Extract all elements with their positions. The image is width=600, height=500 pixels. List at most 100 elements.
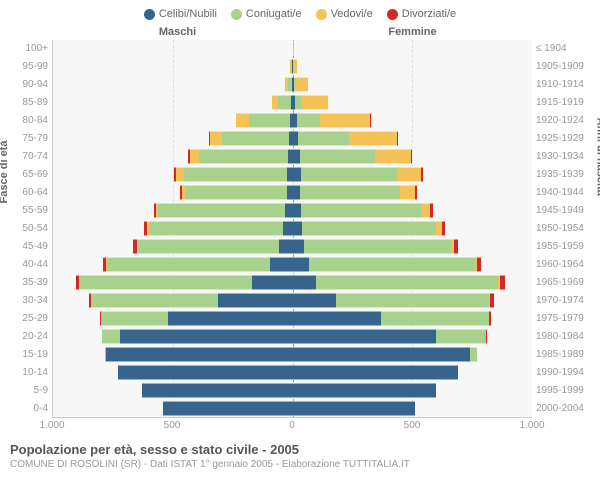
- segment: [236, 113, 249, 128]
- male-bar: [53, 76, 293, 94]
- pyramid-row: [53, 130, 532, 148]
- pyramid-row: [53, 112, 532, 130]
- y-axis-title-right: Anni di nascita: [594, 118, 600, 196]
- birth-year-label: 1960-1964: [536, 256, 584, 274]
- age-label: 65-69: [22, 166, 48, 184]
- male-bar: [53, 220, 293, 238]
- segment: [199, 149, 288, 164]
- segment: [320, 113, 370, 128]
- male-bar: [53, 148, 293, 166]
- female-bar: [293, 130, 533, 148]
- male-bar: [53, 94, 293, 112]
- legend-label: Coniugati/e: [246, 8, 302, 20]
- segment: [300, 185, 401, 200]
- segment: [79, 275, 251, 290]
- x-tick-label: 500: [164, 420, 181, 431]
- pyramid-row: [53, 202, 532, 220]
- segment: [278, 95, 291, 110]
- age-label: 85-89: [22, 94, 48, 112]
- female-bar: [293, 256, 533, 274]
- age-label: 0-4: [34, 400, 48, 418]
- segment: [218, 293, 292, 308]
- segment: [285, 203, 292, 218]
- legend-item: Coniugati/e: [231, 8, 302, 20]
- legend-label: Celibi/Nubili: [159, 8, 217, 20]
- birth-year-label: 1925-1929: [536, 130, 584, 148]
- segment: [397, 131, 398, 146]
- chart-footer: Popolazione per età, sesso e stato civil…: [10, 442, 590, 470]
- segment: [293, 347, 470, 362]
- female-bar: [293, 76, 533, 94]
- age-label: 30-34: [22, 292, 48, 310]
- female-bar: [293, 148, 533, 166]
- female-bar: [293, 58, 533, 76]
- age-label: 5-9: [34, 382, 48, 400]
- segment: [118, 365, 293, 380]
- male-bar: [53, 238, 293, 256]
- segment: [400, 185, 414, 200]
- birth-year-label: 1905-1909: [536, 58, 584, 76]
- segment: [101, 311, 168, 326]
- segment: [442, 221, 445, 236]
- female-bar: [293, 166, 533, 184]
- header-female: Femmine: [295, 26, 530, 38]
- birth-year-label: 1995-1999: [536, 382, 584, 400]
- pyramid-row: [53, 76, 532, 94]
- segment: [489, 311, 491, 326]
- female-bar: [293, 310, 533, 328]
- birth-year-label: 1910-1914: [536, 76, 584, 94]
- male-bar: [53, 310, 293, 328]
- segment: [295, 77, 308, 92]
- segment: [301, 203, 421, 218]
- female-bar: [293, 220, 533, 238]
- pyramid-row: [53, 310, 532, 328]
- segment: [186, 185, 287, 200]
- segment: [302, 221, 436, 236]
- segment: [297, 113, 320, 128]
- male-bar: [53, 364, 293, 382]
- segment: [142, 383, 293, 398]
- age-label: 10-14: [22, 364, 48, 382]
- pyramid-row: [53, 346, 532, 364]
- female-bar: [293, 292, 533, 310]
- pyramid-row: [53, 382, 532, 400]
- segment: [293, 383, 437, 398]
- age-label: 50-54: [22, 220, 48, 238]
- male-bar: [53, 40, 293, 58]
- segment: [293, 203, 301, 218]
- age-label: 80-84: [22, 112, 48, 130]
- birth-year-label: 1935-1939: [536, 166, 584, 184]
- segment: [454, 239, 458, 254]
- birth-year-label: 1955-1959: [536, 238, 584, 256]
- birth-year-label: 1980-1984: [536, 328, 584, 346]
- male-bar: [53, 166, 293, 184]
- y-axis-title-left: Fasce di età: [0, 141, 10, 204]
- segment: [300, 149, 375, 164]
- female-bar: [293, 184, 533, 202]
- female-bar: [293, 94, 533, 112]
- birth-year-label: 1930-1934: [536, 148, 584, 166]
- segment: [293, 311, 382, 326]
- segment: [293, 257, 310, 272]
- segment: [436, 329, 486, 344]
- segment: [293, 365, 458, 380]
- segment: [293, 185, 300, 200]
- pyramid-row: [53, 166, 532, 184]
- segment: [375, 149, 411, 164]
- x-tick-label: 1.000: [519, 420, 544, 431]
- segment: [293, 293, 336, 308]
- segment: [293, 221, 303, 236]
- y-axis-right: ≤ 19041905-19091910-19141915-19191920-19…: [532, 40, 590, 418]
- segment: [283, 221, 293, 236]
- age-label: 25-29: [22, 310, 48, 328]
- segment: [107, 257, 270, 272]
- x-tick-label: 0: [289, 420, 295, 431]
- female-bar: [293, 112, 533, 130]
- legend-dot: [316, 9, 327, 20]
- female-bar: [293, 202, 533, 220]
- segment: [421, 203, 431, 218]
- x-tick-label: 500: [404, 420, 421, 431]
- female-bar: [293, 238, 533, 256]
- birth-year-label: 1990-1994: [536, 364, 584, 382]
- segment: [336, 293, 489, 308]
